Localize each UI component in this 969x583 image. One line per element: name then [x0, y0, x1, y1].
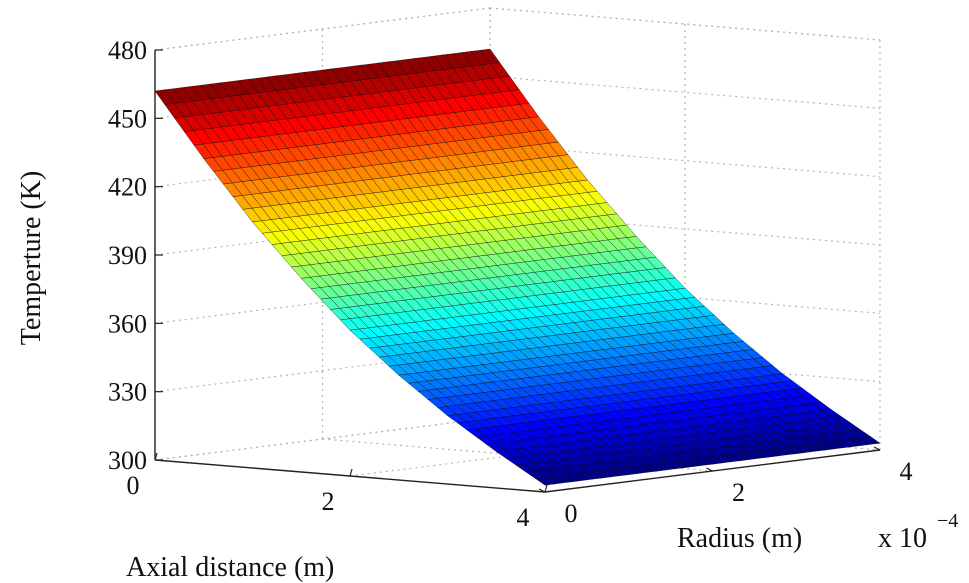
radius-tick-mark — [873, 446, 881, 451]
axial-tick-label: 2 — [322, 487, 335, 516]
axial-axis-label: Axial distance (m) — [126, 552, 334, 583]
z-tick-label: 450 — [108, 104, 147, 133]
tick-labels: 300 330 360 390 420 450 480 0 2 4 0 2 4 — [108, 36, 913, 532]
z-tick-label: 330 — [108, 378, 147, 407]
axial-tick-label: 4 — [517, 503, 530, 532]
axis-layer — [154, 49, 881, 493]
z-tick-label: 420 — [108, 173, 147, 202]
grid-line — [154, 7, 491, 51]
radius-tick-label: 2 — [732, 478, 745, 507]
z-tick-label: 300 — [108, 446, 147, 475]
surface-mesh — [154, 48, 881, 486]
radius-scale-exponent: −4 — [937, 510, 958, 532]
radius-tick-mark — [706, 467, 713, 472]
radius-axis-label: Radius (m) — [677, 523, 802, 554]
radius-tick-mark — [538, 488, 546, 493]
z-axis-label: Temperture (K) — [16, 171, 47, 346]
z-tick-label: 390 — [108, 241, 147, 270]
radius-tick-label: 4 — [900, 457, 913, 486]
radius-tick-label: 0 — [565, 499, 578, 528]
z-tick-label: 360 — [108, 309, 147, 338]
radius-scale-label: x 10 — [878, 523, 927, 554]
axial-tick-mark — [349, 468, 353, 477]
grid-line — [154, 280, 491, 324]
axial-tick-mark — [544, 484, 548, 493]
axial-tick-label: 0 — [127, 471, 140, 500]
z-tick-label: 480 — [108, 36, 147, 65]
axial-tick-mark — [154, 452, 158, 461]
surface-cell — [860, 436, 881, 445]
grid-line — [154, 349, 491, 393]
